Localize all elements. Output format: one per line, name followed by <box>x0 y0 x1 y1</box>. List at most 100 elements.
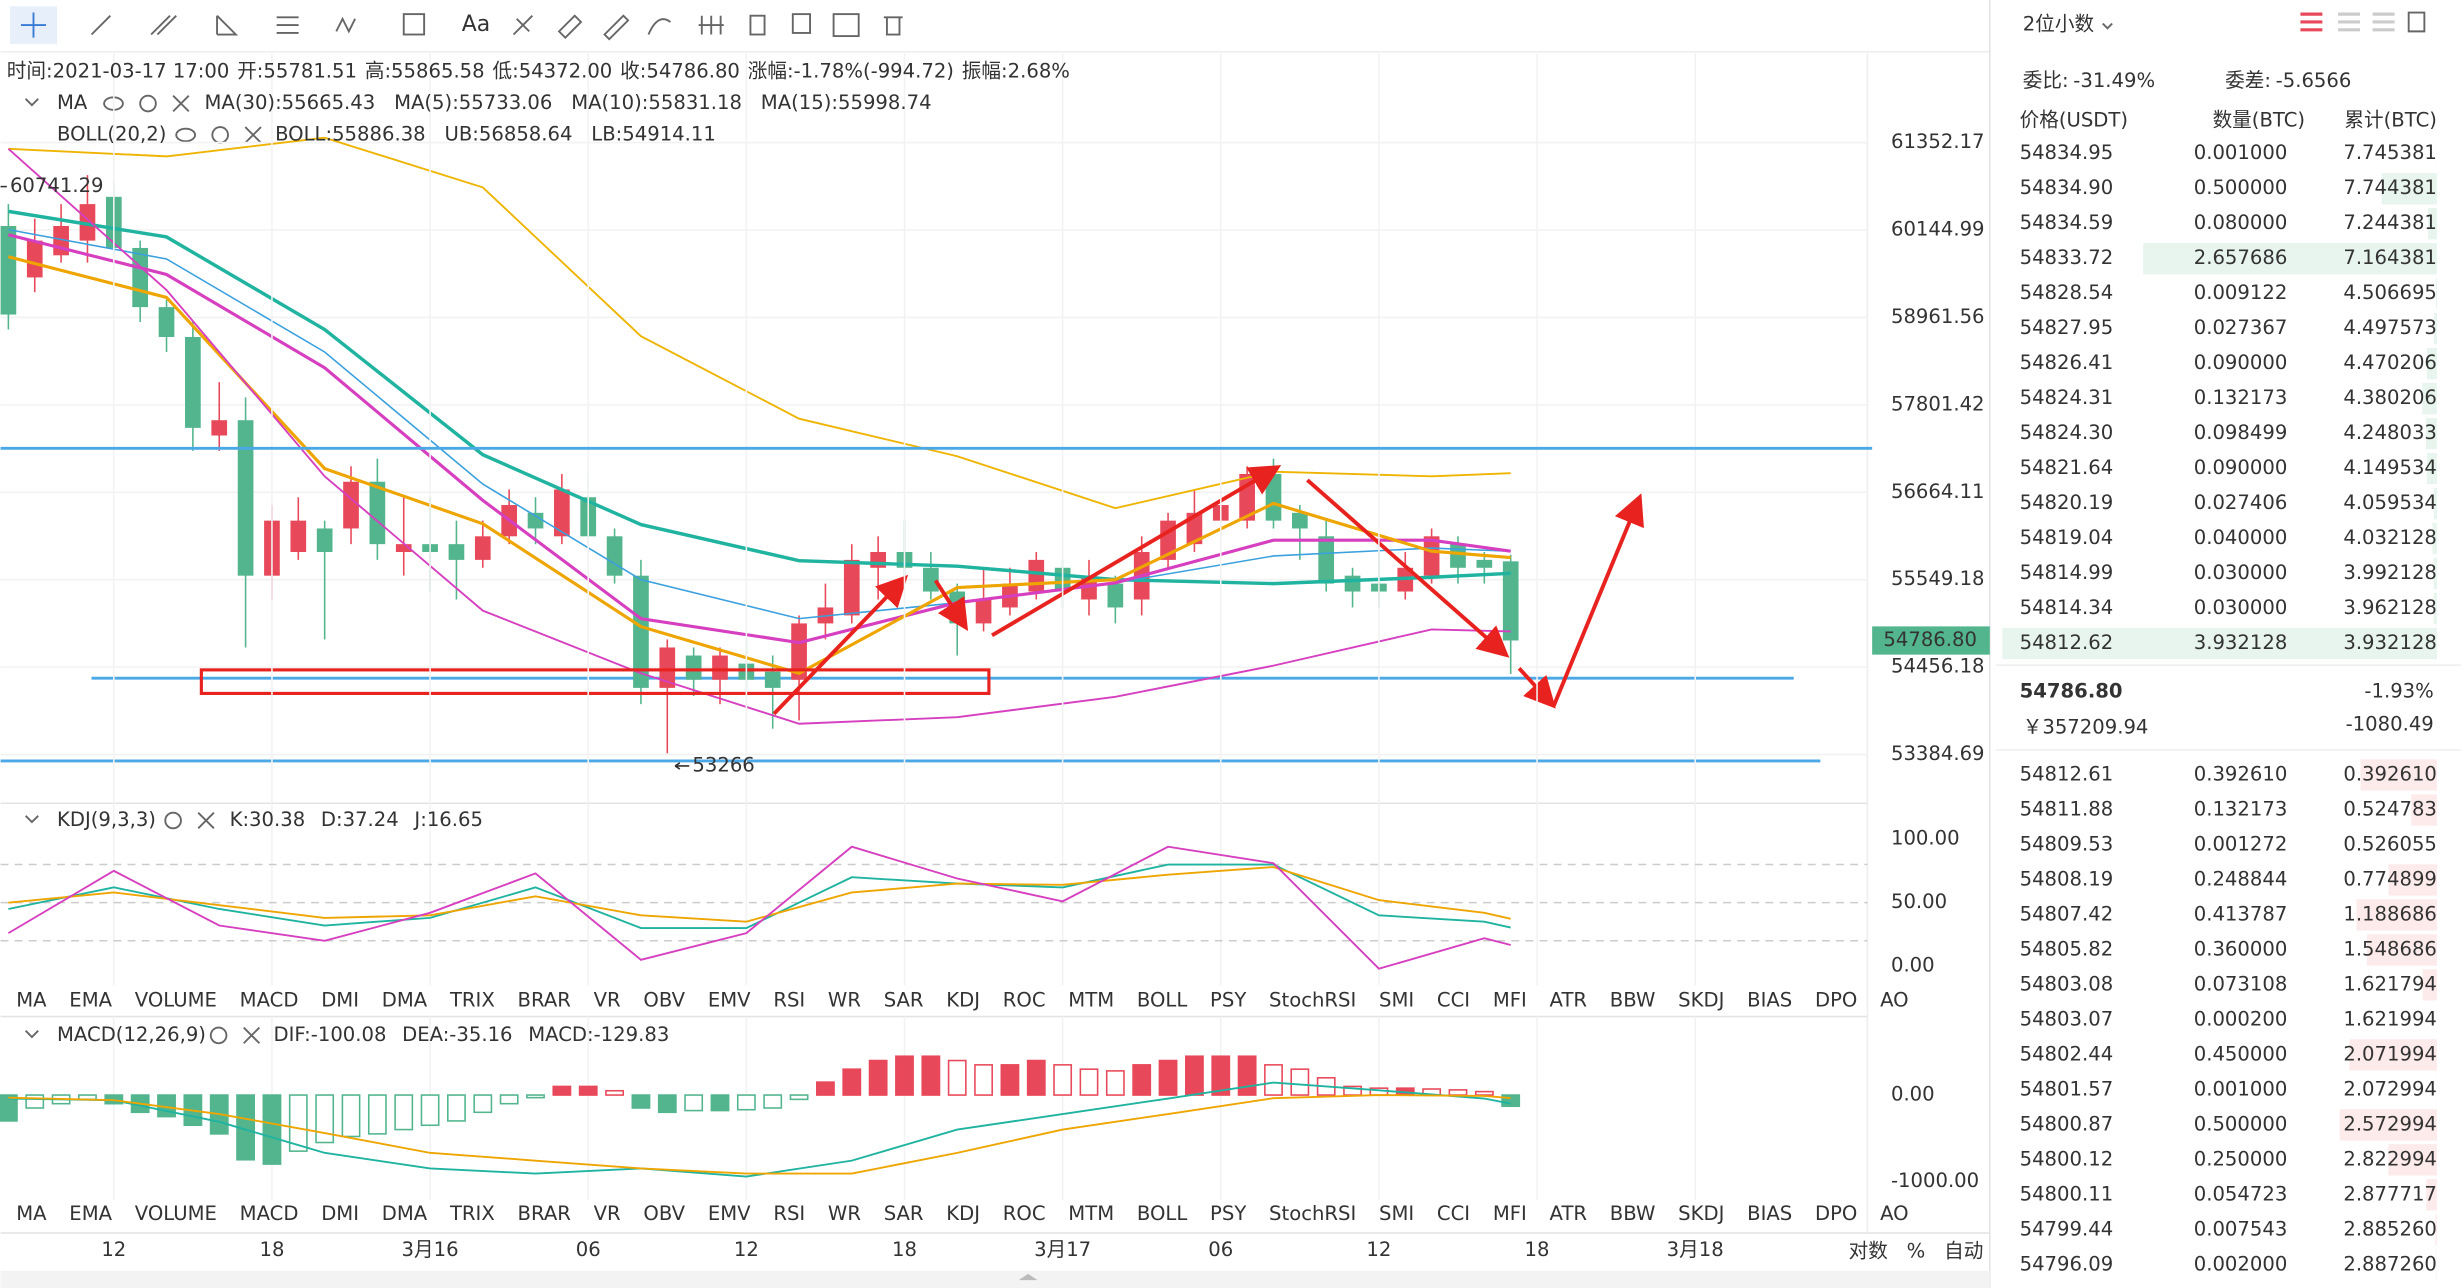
indicator-tab[interactable]: DPO <box>1815 988 1857 1011</box>
close-icon[interactable] <box>172 95 190 113</box>
scrollbar[interactable] <box>0 1270 1990 1288</box>
indicator-tab[interactable]: MA <box>16 988 47 1011</box>
brush-tool[interactable] <box>647 18 671 35</box>
indicator-tab[interactable]: BBW <box>1610 1202 1656 1225</box>
pattern-tool[interactable] <box>512 15 534 36</box>
indicator-tab[interactable]: SMI <box>1379 988 1414 1011</box>
indicator-tab[interactable]: EMA <box>69 988 112 1011</box>
collapse-icon[interactable] <box>24 98 39 107</box>
indicator-tab[interactable]: CCI <box>1437 988 1470 1011</box>
indicator-tab[interactable]: DMI <box>321 988 359 1011</box>
indicator-tab[interactable]: MACD <box>240 988 299 1011</box>
indicator-tab[interactable]: BBW <box>1610 988 1656 1011</box>
indicator-tab[interactable]: OBV <box>643 988 685 1011</box>
indicator-tab[interactable]: ROC <box>1003 1202 1046 1225</box>
lock-tool[interactable] <box>749 14 766 36</box>
indicator-tab[interactable]: OBV <box>643 1202 685 1225</box>
settings-icon[interactable] <box>164 811 182 830</box>
indicator-tab[interactable]: TRIX <box>449 988 495 1011</box>
indicator-tab[interactable]: EMA <box>69 1202 112 1225</box>
indicator-tab[interactable]: BOLL <box>1137 988 1187 1011</box>
channel-tool[interactable] <box>150 15 177 36</box>
indicator-tab[interactable]: SMI <box>1379 1202 1414 1225</box>
measure-tool[interactable] <box>698 15 724 35</box>
indicator-tab[interactable]: MA <box>16 1202 47 1225</box>
view-bids[interactable] <box>2338 12 2361 32</box>
axis-control[interactable]: 自动 <box>1944 1239 1983 1262</box>
eraser-tool[interactable] <box>557 14 583 39</box>
line-tool[interactable] <box>90 15 112 36</box>
delete-tool[interactable] <box>883 16 903 36</box>
angle-tool[interactable] <box>216 15 239 36</box>
order-total: 3.932128 <box>2343 631 2437 654</box>
indicator-tab[interactable]: PSY <box>1210 988 1247 1011</box>
axis-control[interactable]: 对数 <box>1849 1239 1889 1262</box>
indicator-tab[interactable]: BIAS <box>1747 1202 1792 1225</box>
text-tool[interactable]: Aa <box>462 12 490 37</box>
indicator-tab[interactable]: BRAR <box>518 1202 572 1225</box>
indicator-tab[interactable]: TRIX <box>449 1202 495 1225</box>
indicator-tab[interactable]: ROC <box>1003 988 1046 1011</box>
indicator-tab[interactable]: EMV <box>708 988 751 1011</box>
rect-tool[interactable] <box>402 13 426 36</box>
indicator-tab[interactable]: EMV <box>708 1202 751 1225</box>
crosshair-tool[interactable] <box>20 12 47 38</box>
indicator-tab[interactable]: KDJ <box>946 988 980 1011</box>
settings-icon[interactable] <box>209 1026 228 1045</box>
indicator-tab[interactable]: StochRSI <box>1269 1202 1356 1225</box>
collapse-icon[interactable] <box>24 815 39 824</box>
indicator-tab[interactable]: CCI <box>1437 1202 1470 1225</box>
indicator-tab[interactable]: PSY <box>1210 1202 1247 1225</box>
indicator-tab[interactable]: DPO <box>1815 1202 1857 1225</box>
indicator-tab[interactable]: VR <box>594 988 621 1011</box>
indicator-tab[interactable]: MFI <box>1493 1202 1527 1225</box>
view-asks[interactable] <box>2372 12 2395 32</box>
collapse-icon[interactable] <box>24 1030 39 1039</box>
copy-tool[interactable] <box>791 13 811 34</box>
close-icon[interactable] <box>243 1026 261 1044</box>
expand-icon[interactable] <box>2407 11 2426 33</box>
wave-tool[interactable] <box>335 16 356 34</box>
indicator-tab[interactable]: VOLUME <box>135 1202 217 1225</box>
indicator-tab[interactable]: MACD <box>240 1202 299 1225</box>
indicator-tab[interactable]: VOLUME <box>135 988 217 1011</box>
indicator-tab[interactable]: SAR <box>884 988 924 1011</box>
axis-control[interactable]: % <box>1907 1239 1926 1262</box>
indicator-tab[interactable]: RSI <box>773 988 805 1011</box>
close-icon[interactable] <box>244 126 262 144</box>
fib-tool[interactable] <box>276 16 299 34</box>
dropdown-caret[interactable] <box>2102 22 2113 30</box>
indicator-tab[interactable]: SAR <box>884 1202 924 1225</box>
indicator-tab[interactable]: ATR <box>1550 988 1588 1011</box>
ruler-tool[interactable] <box>603 14 630 41</box>
precision-select[interactable]: 2位小数 <box>2023 13 2095 36</box>
indicator-tab[interactable]: MTM <box>1068 1202 1114 1225</box>
indicator-tab[interactable]: BOLL <box>1137 1202 1187 1225</box>
layout-tool[interactable] <box>832 13 860 38</box>
indicator-tab[interactable]: ATR <box>1550 1202 1588 1225</box>
indicator-tab[interactable]: VR <box>594 1202 621 1225</box>
indicator-tab[interactable]: AO <box>1880 988 1909 1011</box>
candle-body <box>923 567 939 592</box>
indicator-tab[interactable]: DMI <box>321 1202 359 1225</box>
view-both[interactable] <box>2300 12 2323 32</box>
indicator-tab[interactable]: BIAS <box>1747 988 1792 1011</box>
indicator-tab[interactable]: WR <box>828 1202 861 1225</box>
eye-icon[interactable] <box>175 127 197 143</box>
indicator-tab[interactable]: DMA <box>382 1202 428 1225</box>
indicator-tab[interactable]: AO <box>1880 1202 1909 1225</box>
indicator-tab[interactable]: SKDJ <box>1678 988 1724 1011</box>
indicator-tab[interactable]: SKDJ <box>1678 1202 1724 1225</box>
indicator-tab[interactable]: StochRSI <box>1269 988 1356 1011</box>
close-icon[interactable] <box>197 811 215 830</box>
scroll-handle[interactable] <box>1018 1273 1038 1281</box>
indicator-tab[interactable]: RSI <box>773 1202 805 1225</box>
order-qty: 0.392610 <box>2194 762 2288 785</box>
indicator-tab[interactable]: MFI <box>1493 988 1527 1011</box>
settings-icon[interactable] <box>139 94 157 113</box>
indicator-tab[interactable]: WR <box>828 988 861 1011</box>
indicator-tab[interactable]: KDJ <box>946 1202 980 1225</box>
indicator-tab[interactable]: BRAR <box>518 988 572 1011</box>
indicator-tab[interactable]: DMA <box>382 988 428 1011</box>
indicator-tab[interactable]: MTM <box>1068 988 1114 1011</box>
